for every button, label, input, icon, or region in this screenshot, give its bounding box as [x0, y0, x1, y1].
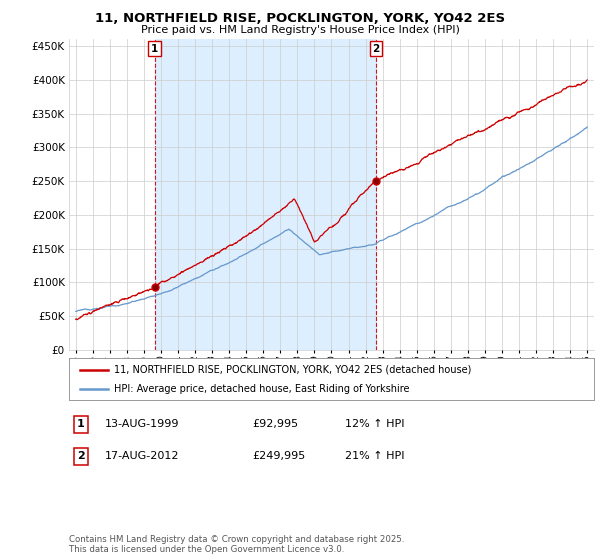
Text: 1: 1: [151, 44, 158, 54]
Text: 12% ↑ HPI: 12% ↑ HPI: [345, 419, 404, 430]
Text: Price paid vs. HM Land Registry's House Price Index (HPI): Price paid vs. HM Land Registry's House …: [140, 25, 460, 35]
Text: Contains HM Land Registry data © Crown copyright and database right 2025.
This d: Contains HM Land Registry data © Crown c…: [69, 535, 404, 554]
Text: 11, NORTHFIELD RISE, POCKLINGTON, YORK, YO42 2ES: 11, NORTHFIELD RISE, POCKLINGTON, YORK, …: [95, 12, 505, 25]
Text: 21% ↑ HPI: 21% ↑ HPI: [345, 451, 404, 461]
Text: 2: 2: [373, 44, 380, 54]
Text: 17-AUG-2012: 17-AUG-2012: [105, 451, 179, 461]
Text: HPI: Average price, detached house, East Riding of Yorkshire: HPI: Average price, detached house, East…: [113, 384, 409, 394]
Text: £92,995: £92,995: [252, 419, 298, 430]
Text: 1: 1: [77, 419, 85, 430]
Text: £249,995: £249,995: [252, 451, 305, 461]
Text: 13-AUG-1999: 13-AUG-1999: [105, 419, 179, 430]
Text: 11, NORTHFIELD RISE, POCKLINGTON, YORK, YO42 2ES (detached house): 11, NORTHFIELD RISE, POCKLINGTON, YORK, …: [113, 365, 471, 375]
Bar: [155, 39, 376, 350]
Text: 2: 2: [77, 451, 85, 461]
